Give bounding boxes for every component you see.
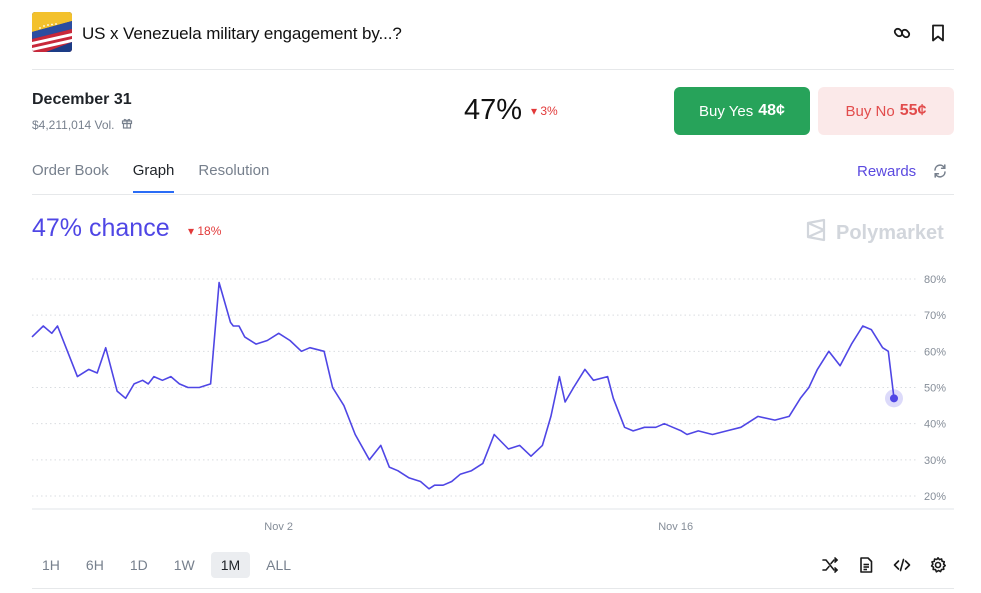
footer-divider [32,588,954,589]
y-tick-label: 80% [924,274,946,286]
link-icon[interactable] [892,23,912,43]
market-tabs: Order Book Graph Resolution [32,162,269,193]
y-tick-label: 20% [924,491,946,503]
buy-yes-button[interactable]: Buy Yes 48¢ [674,87,810,135]
current-price: 47% [464,94,523,126]
polymarket-brand: Polymarket [836,221,944,244]
y-tick-label: 30% [924,455,946,467]
shuffle-icon[interactable] [821,556,839,574]
us-venezuela-flag-icon [32,12,72,52]
document-icon[interactable] [857,556,875,574]
buy-yes-price: 48¢ [758,102,785,119]
refresh-icon[interactable] [932,163,948,179]
market-volume: $4,211,014 Vol. [32,117,133,132]
down-arrow-icon: ▾ [188,224,195,238]
bookmark-icon[interactable] [928,23,948,43]
chance-change-value: 18% [197,224,222,238]
range-1w[interactable]: 1W [173,557,195,573]
volume-text: $4,211,014 Vol. [32,117,115,132]
y-tick-label: 40% [924,419,946,431]
range-1m[interactable]: 1M [210,552,251,578]
market-date: December 31 [32,91,132,108]
market-header: US x Venezuela military engagement by...… [32,12,954,54]
embed-code-icon[interactable] [893,556,911,574]
buy-no-price: 55¢ [899,102,927,119]
header-divider [32,69,954,70]
gift-icon[interactable] [121,117,133,132]
range-1d[interactable]: 1D [129,557,148,573]
market-title: US x Venezuela military engagement by...… [82,24,402,43]
x-tick-label: Nov 16 [658,521,693,533]
y-tick-label: 70% [924,310,946,322]
tab-order-book[interactable]: Order Book [32,162,109,179]
chance-change: ▾ 18% [188,224,221,238]
price-change: ▾ 3% [531,104,558,118]
price-chart[interactable]: 80% 70% 60% 50% 40% 30% 20% Nov 2 Nov 16 [0,255,981,540]
buy-no-button[interactable]: Buy No 55¢ [818,87,954,135]
series-line [31,281,895,490]
x-tick-label: Nov 2 [264,521,293,533]
buy-yes-label: Buy Yes [699,102,754,120]
y-tick-label: 50% [924,383,946,395]
current-point [889,394,898,403]
price-change-value: 3% [540,104,558,118]
range-all[interactable]: ALL [266,557,292,573]
time-range-selector: 1H 6H 1D 1W 1M ALL [32,552,301,578]
tab-resolution[interactable]: Resolution [198,162,270,179]
range-6h[interactable]: 6H [85,557,104,573]
buy-no-label: Buy No [845,102,895,120]
tabs-divider [32,194,954,195]
rewards-link[interactable]: Rewards [857,163,917,180]
polymarket-logo-icon [804,218,828,248]
polymarket-watermark: Polymarket [804,218,944,248]
down-arrow-icon: ▾ [531,104,538,118]
range-1h[interactable]: 1H [42,557,60,573]
y-tick-label: 60% [924,346,946,358]
tab-graph[interactable]: Graph [132,162,175,193]
settings-gear-icon[interactable] [929,556,947,574]
chance-value: 47% chance [32,214,170,242]
